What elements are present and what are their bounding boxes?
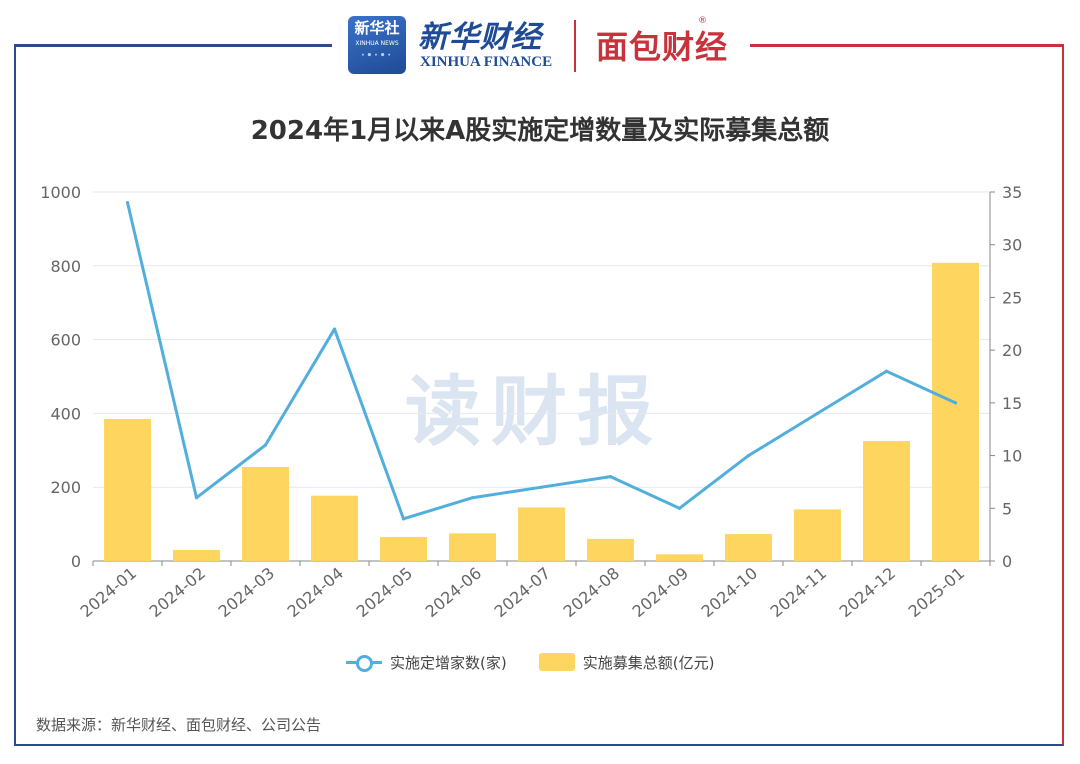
watermark: 读财报 — [405, 367, 663, 456]
data-source: 数据来源：新华财经、面包财经、公司公告 — [36, 716, 322, 734]
left-axis-tick-label: 200 — [50, 478, 81, 497]
x-axis-tick-label: 2024-05 — [353, 564, 416, 622]
x-axis-tick-label: 2024-04 — [284, 564, 347, 622]
legend-item-line[interactable]: 实施定增家数(家) — [346, 652, 507, 673]
legend-line-label: 实施定增家数(家) — [390, 653, 507, 672]
line-point — [332, 327, 337, 331]
line-point — [263, 443, 268, 447]
xinhua-news-logo: 新华社 XINHUA NEWS ·•·•· — [348, 16, 406, 74]
left-axis-tick-label: 600 — [50, 331, 81, 350]
bar — [173, 549, 220, 561]
legend-bar-icon — [538, 653, 575, 671]
x-axis-tick-label: 2024-02 — [146, 564, 209, 622]
left-axis-tick-label: 0 — [71, 552, 81, 571]
bar — [449, 533, 496, 561]
bar — [311, 495, 358, 561]
xinhua-badge-sub: XINHUA NEWS — [355, 40, 399, 47]
bar — [932, 262, 979, 561]
registered-mark: ® — [698, 16, 707, 26]
x-axis-tick-label: 2024-01 — [77, 564, 140, 622]
line-point — [401, 517, 406, 521]
bar — [104, 418, 151, 561]
line-point — [677, 506, 682, 510]
bar — [725, 534, 772, 561]
left-axis-tick-label: 400 — [50, 404, 81, 423]
x-axis-tick-label: 2024-11 — [767, 564, 830, 622]
chart-legend: 实施定增家数(家) 实施募集总额(亿元) — [346, 650, 746, 674]
right-axis-tick-label: 15 — [1002, 394, 1022, 413]
network-dots-icon: ·•·•· — [361, 51, 393, 61]
x-axis-tick-label: 2024-06 — [422, 564, 485, 622]
line-point — [470, 496, 475, 500]
xinhua-badge-text: 新华社 — [354, 19, 400, 37]
left-axis-tick-label: 800 — [50, 257, 81, 276]
line-point — [884, 369, 889, 373]
bar — [587, 538, 634, 561]
chart-title: 2024年1月以来A股实施定增数量及实际募集总额 — [250, 116, 830, 146]
x-axis-tick-label: 2024-03 — [215, 564, 278, 622]
bar — [518, 507, 565, 561]
line-point — [194, 496, 199, 500]
right-axis-tick-label: 30 — [1002, 236, 1022, 255]
right-axis-tick-label: 5 — [1002, 499, 1012, 518]
bar — [656, 554, 703, 561]
line-point — [746, 453, 751, 458]
bar — [380, 537, 427, 561]
left-axis-tick-label: 1000 — [40, 183, 81, 202]
xinhua-finance-logo-cn: 新华财经 — [418, 20, 542, 55]
bar — [863, 441, 910, 561]
legend-bar-label: 实施募集总额(亿元) — [582, 653, 715, 672]
legend-line-icon — [346, 654, 382, 672]
header-logos: 新华社 XINHUA NEWS ·•·•· 新华财经 XINHUA FINANC… — [340, 8, 745, 78]
bar — [794, 509, 841, 561]
right-axis-tick-label: 35 — [1002, 183, 1022, 202]
x-axis-tick-label: 2024-08 — [560, 564, 623, 622]
right-axis-tick-label: 25 — [1002, 288, 1022, 307]
x-axis-tick-label: 2024-12 — [836, 564, 899, 622]
logo-separator — [574, 20, 576, 72]
mianbao-finance-logo: 面包财经 — [596, 28, 729, 66]
x-axis-tick-label: 2024-10 — [698, 564, 761, 622]
x-axis-tick-label: 2025-01 — [905, 564, 968, 622]
right-axis-tick-label: 0 — [1002, 552, 1012, 571]
frame-top-left — [14, 44, 332, 47]
x-axis-tick-label: 2024-09 — [629, 564, 692, 622]
chart-frame — [14, 44, 1064, 746]
xinhua-finance-logo-en: XINHUA FINANCE — [420, 54, 553, 70]
bar — [242, 466, 289, 561]
line-point — [125, 200, 130, 205]
frame-top-right — [750, 44, 1064, 47]
right-axis-tick-label: 10 — [1002, 447, 1022, 466]
line-point — [608, 475, 613, 479]
line-point — [815, 411, 820, 415]
x-axis-tick-label: 2024-07 — [491, 564, 554, 622]
line-point — [953, 401, 958, 405]
legend-item-bar[interactable]: 实施募集总额(亿元) — [538, 652, 715, 673]
right-axis-tick-label: 20 — [1002, 341, 1022, 360]
line-point — [539, 485, 544, 489]
